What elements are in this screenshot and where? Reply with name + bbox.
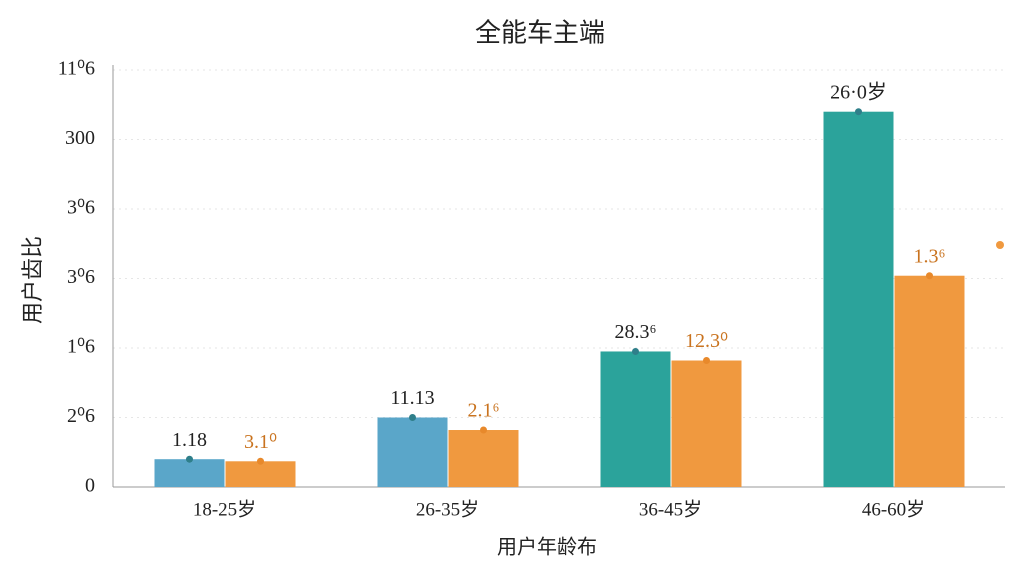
bar-annotation: 2.1⁶ bbox=[468, 400, 500, 422]
bar-top-dot bbox=[855, 108, 862, 116]
y-tick-label: 300 bbox=[65, 127, 95, 149]
bar-top-dot bbox=[703, 357, 710, 365]
x-tick-label: 18-25岁 bbox=[193, 498, 256, 520]
bar-top-dot bbox=[632, 347, 639, 355]
bar-annotation: 1.18 bbox=[172, 429, 207, 451]
bar-annotation: 28.3⁶ bbox=[615, 321, 657, 343]
bar bbox=[823, 111, 894, 487]
bar bbox=[377, 417, 448, 487]
bar-annotation: 3.1⁰ bbox=[244, 431, 277, 453]
bar-annotation: 12.3⁰ bbox=[685, 330, 728, 352]
chart-title: 全能车主端 bbox=[475, 19, 605, 49]
y-tick-label: 3⁰6 bbox=[67, 266, 95, 288]
y-tick-label: 0 bbox=[85, 475, 95, 497]
x-tick-label: 46-60岁 bbox=[862, 498, 925, 520]
bar-top-dot bbox=[926, 272, 933, 280]
bar bbox=[448, 430, 519, 487]
bar bbox=[671, 360, 742, 487]
decoration-dot bbox=[996, 241, 1004, 249]
bar-top-dot bbox=[257, 457, 264, 465]
y-tick-label: 1⁰6 bbox=[67, 336, 95, 358]
bar-top-dot bbox=[480, 426, 487, 434]
bar bbox=[154, 459, 225, 487]
y-tick-label: 2⁰6 bbox=[67, 405, 95, 427]
x-tick-label: 26-35岁 bbox=[416, 498, 479, 520]
bar bbox=[894, 275, 965, 487]
bar-annotation: 26·0岁 bbox=[830, 80, 887, 103]
y-tick-label: 11⁰6 bbox=[58, 58, 95, 80]
y-tick-label: 3⁰6 bbox=[67, 197, 95, 219]
bar bbox=[600, 351, 671, 487]
y-axis-label: 用户齿比 bbox=[21, 236, 46, 324]
x-tick-label: 36-45岁 bbox=[639, 498, 702, 520]
bar bbox=[225, 461, 296, 487]
bar-top-dot bbox=[186, 455, 193, 463]
bar-annotation: 11.13 bbox=[390, 387, 434, 409]
bar-top-dot bbox=[409, 414, 416, 421]
x-axis-label: 用户年龄布 bbox=[497, 535, 597, 559]
bar-annotation: 1.3⁶ bbox=[914, 245, 946, 267]
